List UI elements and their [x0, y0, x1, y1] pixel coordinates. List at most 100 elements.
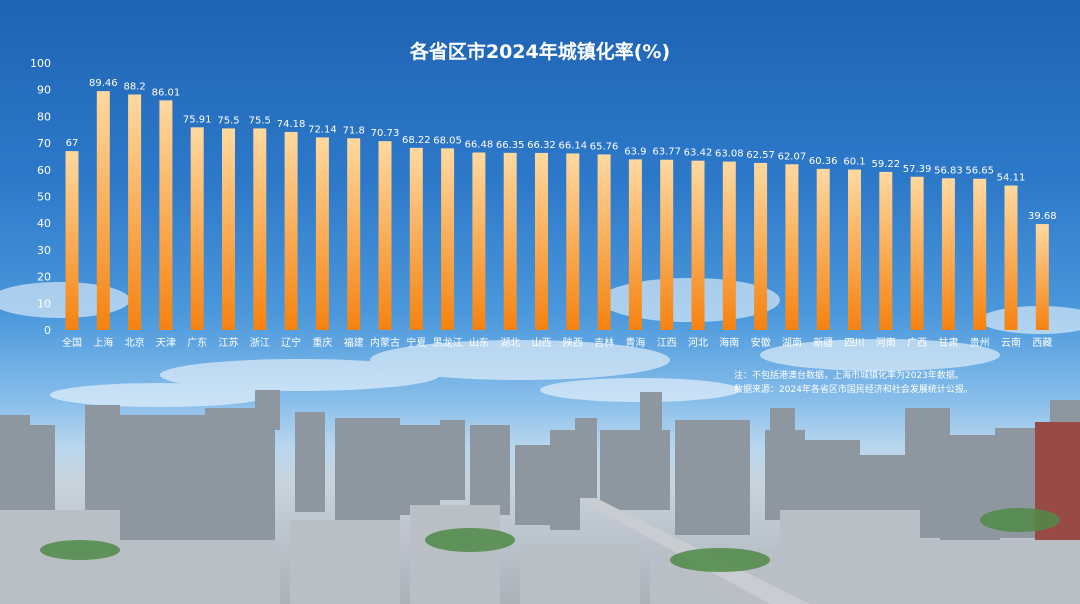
bar-value-label: 63.9	[624, 146, 646, 157]
bar	[315, 137, 329, 330]
x-category-label: 福建	[344, 336, 364, 349]
bar-value-label: 63.42	[684, 148, 713, 159]
bar-value-label: 60.1	[843, 157, 865, 168]
bar	[65, 151, 79, 330]
bar-value-label: 74.18	[277, 119, 306, 130]
x-category-label: 河北	[688, 337, 708, 349]
y-tick-label: 90	[37, 84, 51, 97]
x-category-label: 山西	[532, 337, 552, 349]
bar-value-label: 89.46	[89, 78, 118, 89]
x-category-label: 天津	[156, 337, 176, 349]
x-category-label: 新疆	[813, 336, 833, 349]
y-tick-label: 30	[37, 244, 51, 257]
bar	[378, 141, 392, 330]
x-category-label: 浙江	[250, 337, 270, 349]
y-tick-label: 100	[30, 57, 51, 70]
bar	[785, 164, 799, 330]
bar-value-label: 56.83	[934, 165, 963, 176]
bar	[409, 147, 423, 330]
bar-value-label: 75.5	[249, 115, 271, 126]
bar-value-label: 75.5	[217, 115, 239, 126]
bar	[347, 138, 361, 330]
footnote-scope: 注：不包括港澳台数据，上海市城镇化率为2023年数据。	[734, 371, 964, 381]
x-category-label: 湖南	[782, 336, 802, 349]
bar-value-label: 54.11	[997, 173, 1026, 184]
bar-value-label: 68.22	[402, 135, 431, 146]
bar	[597, 154, 611, 330]
bar-value-label: 62.07	[778, 151, 807, 162]
bar	[628, 159, 642, 330]
bar-value-label: 66.14	[558, 140, 587, 151]
x-category-label: 陕西	[563, 336, 583, 349]
x-category-label: 湖北	[500, 337, 520, 349]
bar-value-label: 60.36	[809, 156, 838, 167]
x-category-label: 海南	[719, 336, 739, 349]
x-category-label: 青海	[625, 336, 645, 349]
bar-series: 67 全国 89.46 上海 88.2 北京 86.01 天津 75.91 广东 75.5 江苏 75.…	[62, 78, 1057, 349]
y-tick-label: 10	[37, 297, 51, 310]
bar	[816, 168, 830, 330]
x-category-label: 重庆	[312, 336, 332, 349]
bar-value-label: 72.14	[308, 124, 337, 135]
bar	[190, 127, 204, 330]
bar	[722, 161, 736, 330]
bar	[848, 169, 861, 330]
bar	[96, 91, 110, 330]
bar-value-label: 68.05	[433, 135, 462, 146]
x-category-label: 云南	[1001, 336, 1021, 349]
bar-value-label: 63.08	[715, 149, 744, 160]
x-category-label: 河南	[876, 336, 896, 349]
x-category-label: 北京	[125, 336, 145, 349]
y-axis: 0 10 20 30 40 50 60 70 80 90 100	[30, 57, 51, 337]
bar	[941, 178, 955, 330]
bar-value-label: 57.39	[903, 164, 932, 175]
bar-value-label: 71.8	[343, 125, 365, 136]
bar	[222, 128, 235, 330]
bar-value-label: 66.48	[465, 139, 494, 150]
x-category-label: 内蒙古	[370, 336, 400, 349]
x-category-label: 山东	[469, 336, 489, 349]
bar	[879, 171, 893, 330]
bar	[660, 159, 674, 330]
bar-value-label: 88.2	[123, 82, 145, 93]
x-category-label: 上海	[93, 336, 113, 349]
bar	[128, 94, 142, 330]
chart-title: 各省区市2024年城镇化率(%)	[409, 40, 670, 63]
x-category-label: 西藏	[1032, 337, 1052, 349]
bar-value-label: 59.22	[871, 159, 900, 170]
bar	[1004, 185, 1018, 330]
bar-value-label: 66.32	[527, 140, 556, 151]
y-tick-label: 60	[37, 164, 51, 177]
bar-value-label: 70.73	[371, 128, 400, 139]
bar	[472, 152, 486, 330]
bar	[566, 153, 580, 330]
chart-notes: 注：不包括港澳台数据，上海市城镇化率为2023年数据。 数据来源：2024年各省…	[734, 369, 1054, 397]
x-category-label: 全国	[62, 336, 82, 349]
x-category-label: 四川	[845, 338, 865, 349]
x-category-label: 宁夏	[406, 336, 426, 349]
x-category-label: 甘肃	[938, 336, 958, 349]
x-category-label: 广东	[187, 336, 207, 349]
x-category-label: 吉林	[594, 336, 614, 349]
y-tick-label: 80	[37, 110, 51, 123]
y-tick-label: 40	[37, 217, 51, 230]
bar-value-label: 66.35	[496, 140, 525, 151]
bar	[910, 176, 924, 330]
x-category-label: 贵州	[970, 336, 990, 349]
footnote-source: 数据来源：2024年各省区市国民经济和社会发展统计公报。	[734, 385, 973, 395]
bar-value-label: 75.91	[183, 114, 212, 125]
bar	[535, 152, 548, 330]
bar-value-label: 67	[66, 138, 79, 149]
x-category-label: 广西	[907, 337, 927, 349]
bar	[159, 100, 173, 330]
bar	[691, 160, 705, 330]
bar-value-label: 62.57	[746, 150, 775, 161]
x-category-label: 辽宁	[281, 336, 301, 349]
bar-value-label: 56.65	[965, 166, 994, 177]
x-category-label: 黑龙江	[433, 336, 463, 349]
bar	[253, 128, 267, 330]
x-category-label: 江苏	[219, 336, 239, 349]
y-tick-label: 50	[37, 191, 51, 204]
